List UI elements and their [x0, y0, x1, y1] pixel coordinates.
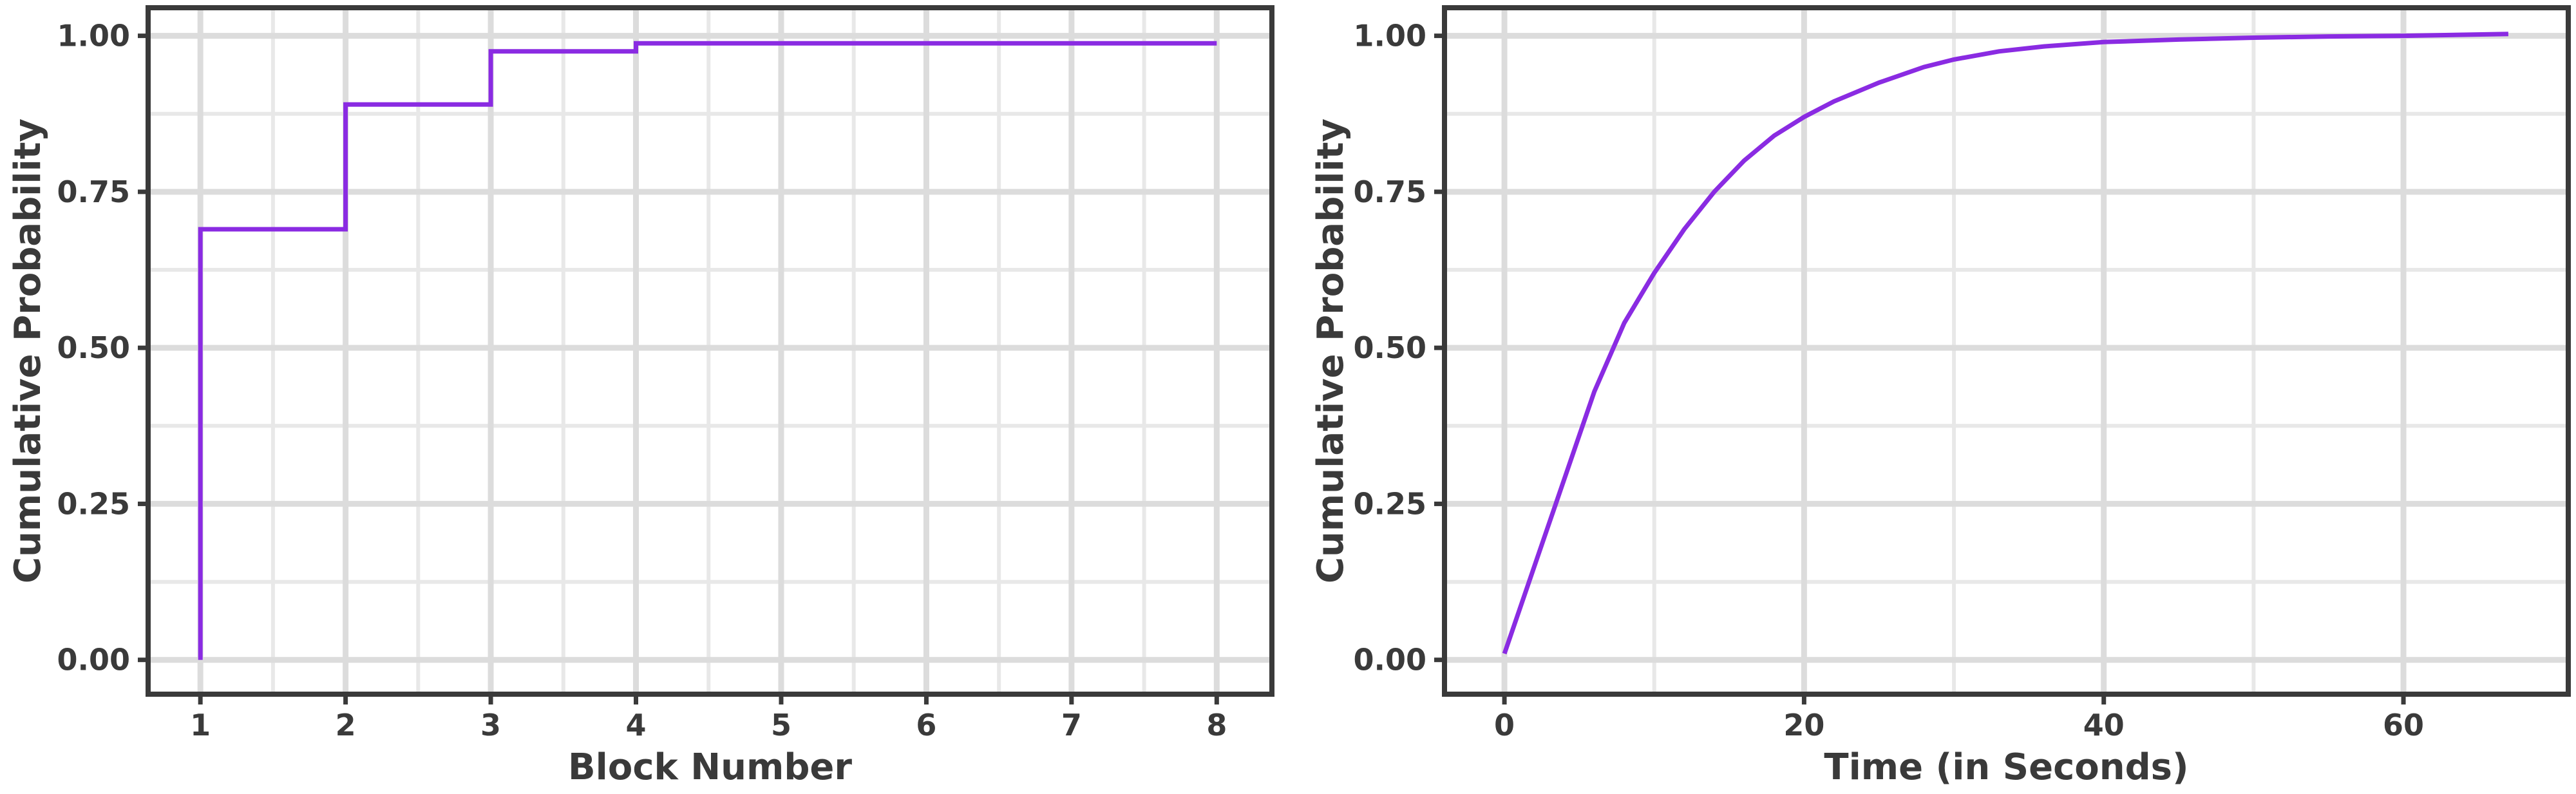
x-tick-label: 6 — [916, 708, 936, 742]
chart-panel-block-number: 0.00 0.25 0.50 0.75 1.00 1 2 3 4 5 6 7 8 Block Number… — [7, 5, 1274, 788]
x-tick-label: 40 — [2083, 708, 2125, 742]
x-tick-label: 3 — [480, 708, 501, 742]
plot-frame — [146, 5, 1274, 697]
y-tick-label: 0.50 — [57, 330, 131, 365]
series-line — [198, 41, 1217, 660]
y-tick-label: 0.75 — [57, 175, 131, 209]
x-tick-label: 5 — [771, 708, 791, 742]
y-tick-label: 0.50 — [1354, 330, 1427, 365]
x-tick-label: 20 — [1783, 708, 1824, 742]
x-axis-title: Time (in Seconds) — [1824, 746, 2188, 788]
series-line — [1502, 32, 2508, 655]
x-axis-title: Block Number — [568, 746, 852, 788]
x-tick-label: 2 — [336, 708, 356, 742]
plot-frame — [1442, 5, 2571, 697]
x-tick-label: 0 — [1494, 708, 1515, 742]
x-tick-label: 8 — [1206, 708, 1227, 742]
y-axis-title: Cumulative Probability — [7, 118, 49, 583]
y-tick-label: 0.00 — [57, 643, 131, 677]
y-tick-label: 0.25 — [1354, 486, 1427, 521]
y-tick-label: 0.00 — [1354, 643, 1427, 677]
y-axis-title: Cumulative Probability — [1310, 118, 1352, 583]
x-tick-label: 7 — [1061, 708, 1082, 742]
x-tick-label: 4 — [626, 708, 647, 742]
y-tick-label: 0.25 — [57, 486, 131, 521]
chart-panel-time: 0.00 0.25 0.50 0.75 1.00 0 20 40 60 Time (in Seco… — [1310, 5, 2571, 788]
x-tick-label: 60 — [2383, 708, 2424, 742]
y-tick-label: 0.75 — [1354, 175, 1427, 209]
y-tick-label: 1.00 — [57, 19, 131, 53]
x-tick-label: 1 — [190, 708, 211, 742]
y-tick-label: 1.00 — [1354, 19, 1427, 53]
